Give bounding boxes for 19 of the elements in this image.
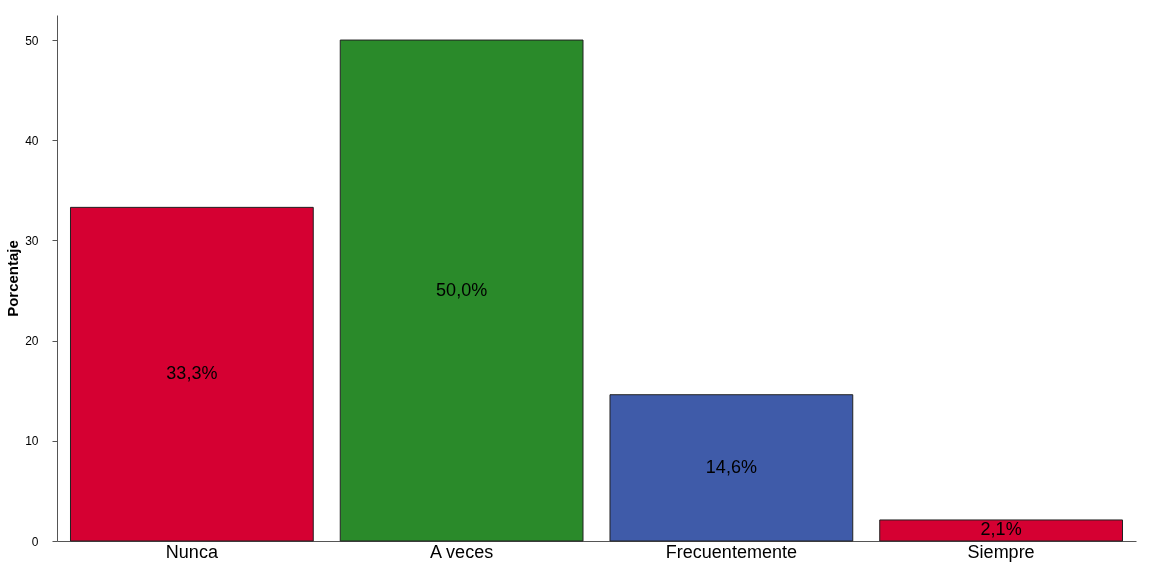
bar — [879, 519, 1124, 542]
data-label: 2,1% — [980, 519, 1022, 540]
bar — [609, 394, 854, 542]
y-tick-label: 40 — [25, 133, 39, 148]
x-tick-label: A veces — [430, 541, 494, 562]
y-tick-label: 20 — [25, 334, 39, 349]
data-label: 33,3% — [166, 363, 218, 384]
data-label: 14,6% — [705, 456, 757, 477]
bar — [69, 206, 314, 542]
data-label: 50,0% — [436, 279, 488, 300]
bar — [339, 39, 584, 542]
x-tick-label: Frecuentemente — [665, 541, 797, 562]
y-axis-title: Porcentaje — [4, 240, 22, 317]
y-tick-label: 50 — [25, 33, 39, 48]
x-tick-label: Nunca — [165, 541, 219, 562]
y-tick-label: 10 — [25, 434, 39, 449]
y-tick-label: 30 — [25, 233, 39, 248]
x-tick-label: Siempre — [967, 541, 1035, 562]
y-tick-label: 0 — [31, 534, 39, 549]
